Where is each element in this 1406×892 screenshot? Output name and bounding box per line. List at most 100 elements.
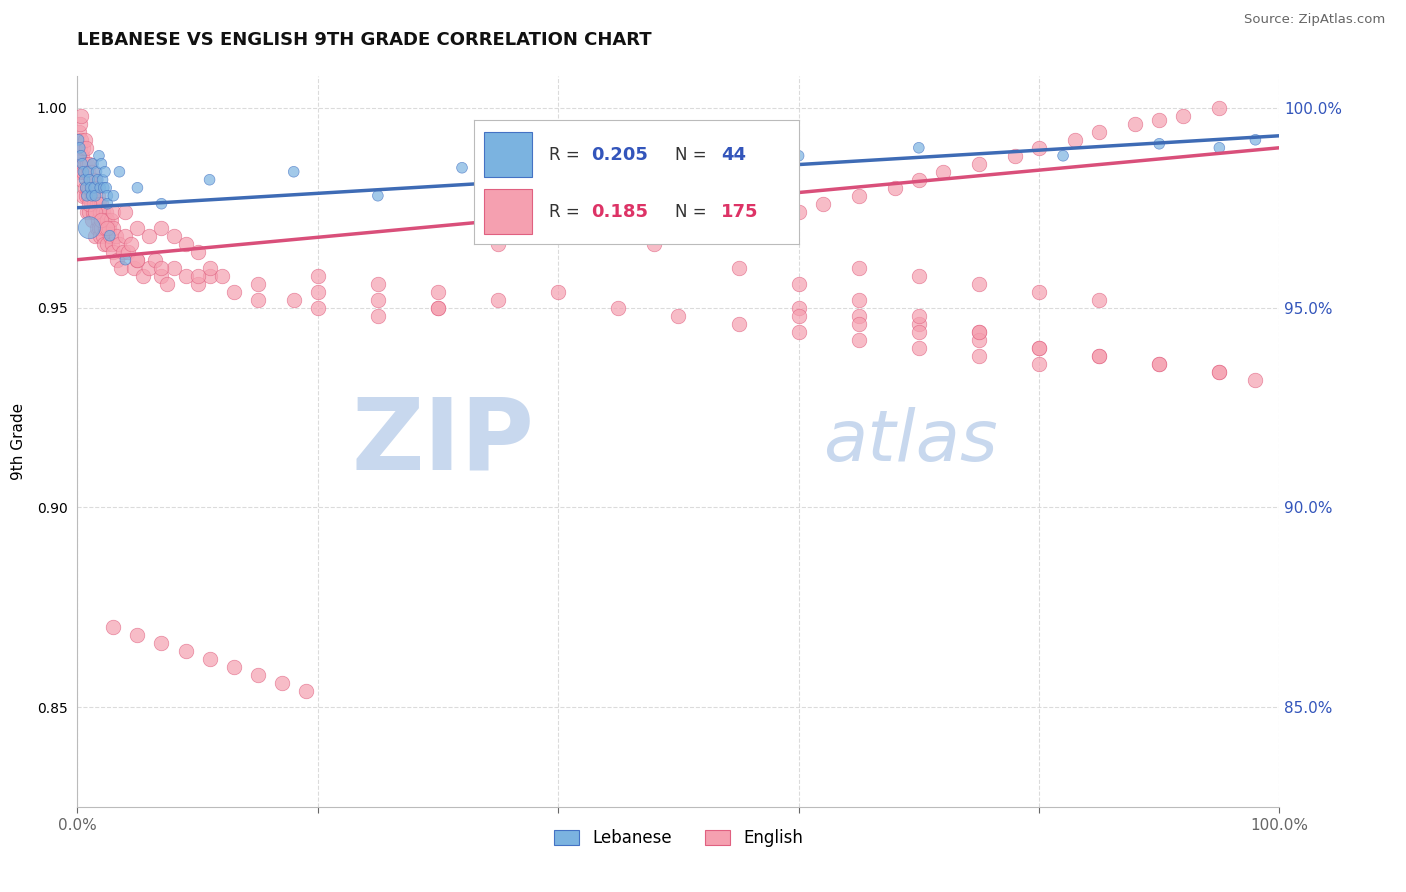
Y-axis label: 9th Grade: 9th Grade <box>11 403 25 480</box>
Point <box>427 285 450 299</box>
Point <box>87 173 110 187</box>
Point <box>80 188 103 202</box>
Point <box>79 173 101 187</box>
Point <box>89 180 111 194</box>
Point <box>908 341 931 355</box>
Point <box>87 149 110 163</box>
Point <box>1208 141 1230 155</box>
Point <box>69 141 91 155</box>
Point <box>79 180 101 194</box>
Point <box>150 636 173 650</box>
Point <box>70 149 93 163</box>
Point <box>486 293 509 307</box>
Point <box>86 220 108 235</box>
Point <box>270 676 292 690</box>
Point <box>84 180 107 194</box>
Point <box>307 268 329 283</box>
Point <box>127 252 149 267</box>
Point <box>1028 341 1050 355</box>
Point <box>1064 133 1087 147</box>
Point <box>80 165 103 179</box>
Point <box>908 141 931 155</box>
Point <box>156 277 179 291</box>
Point <box>763 212 786 227</box>
Point <box>1173 109 1195 123</box>
Point <box>114 252 136 267</box>
Point <box>91 173 114 187</box>
Point <box>77 165 100 179</box>
Text: Source: ZipAtlas.com: Source: ZipAtlas.com <box>1244 13 1385 27</box>
Point <box>1149 357 1171 371</box>
Point <box>908 317 931 331</box>
Point <box>73 133 96 147</box>
Point <box>96 204 118 219</box>
Point <box>79 196 101 211</box>
Point <box>848 293 870 307</box>
Point <box>90 212 112 227</box>
Point <box>908 309 931 323</box>
Point <box>127 220 149 235</box>
Point <box>87 212 110 227</box>
Point <box>1088 349 1111 363</box>
Point <box>73 173 96 187</box>
Point <box>150 196 173 211</box>
Point <box>70 157 93 171</box>
Point <box>67 125 90 139</box>
Point <box>96 236 118 251</box>
Point <box>80 212 103 227</box>
Point <box>84 228 107 243</box>
Point <box>607 301 630 315</box>
Point <box>72 188 94 202</box>
Point <box>727 317 749 331</box>
Text: LEBANESE VS ENGLISH 9TH GRADE CORRELATION CHART: LEBANESE VS ENGLISH 9TH GRADE CORRELATIO… <box>77 31 652 49</box>
Point <box>198 652 221 666</box>
Point <box>70 109 93 123</box>
Point <box>523 220 546 235</box>
Point <box>103 620 125 634</box>
Point <box>73 180 96 194</box>
Point <box>83 196 105 211</box>
Point <box>367 309 389 323</box>
Point <box>1149 357 1171 371</box>
Text: ZIP: ZIP <box>352 393 534 490</box>
Point <box>94 165 117 179</box>
Point <box>82 204 104 219</box>
Point <box>908 325 931 339</box>
Point <box>811 196 834 211</box>
Point <box>98 228 121 243</box>
Point <box>150 260 173 275</box>
Point <box>848 309 870 323</box>
Point <box>1244 133 1267 147</box>
Point <box>79 173 101 187</box>
Point <box>93 236 115 251</box>
Point <box>367 188 389 202</box>
Point <box>150 268 173 283</box>
Point <box>72 141 94 155</box>
Point <box>967 325 990 339</box>
Point <box>967 333 990 347</box>
Point <box>103 188 125 202</box>
Point <box>96 220 118 235</box>
Point <box>211 268 233 283</box>
Point <box>127 180 149 194</box>
Point <box>86 196 108 211</box>
Point <box>111 244 134 259</box>
Point <box>100 212 122 227</box>
Point <box>70 149 93 163</box>
Point <box>848 188 870 202</box>
Point <box>69 165 91 179</box>
Point <box>367 277 389 291</box>
Point <box>72 165 94 179</box>
Point <box>108 165 131 179</box>
Point <box>1208 101 1230 115</box>
Point <box>117 244 139 259</box>
Point <box>70 157 93 171</box>
Point <box>79 220 101 235</box>
Point <box>174 644 197 658</box>
Point <box>427 301 450 315</box>
Point <box>110 260 132 275</box>
Point <box>162 260 184 275</box>
Point <box>186 277 209 291</box>
Point <box>787 204 810 219</box>
Point <box>486 236 509 251</box>
